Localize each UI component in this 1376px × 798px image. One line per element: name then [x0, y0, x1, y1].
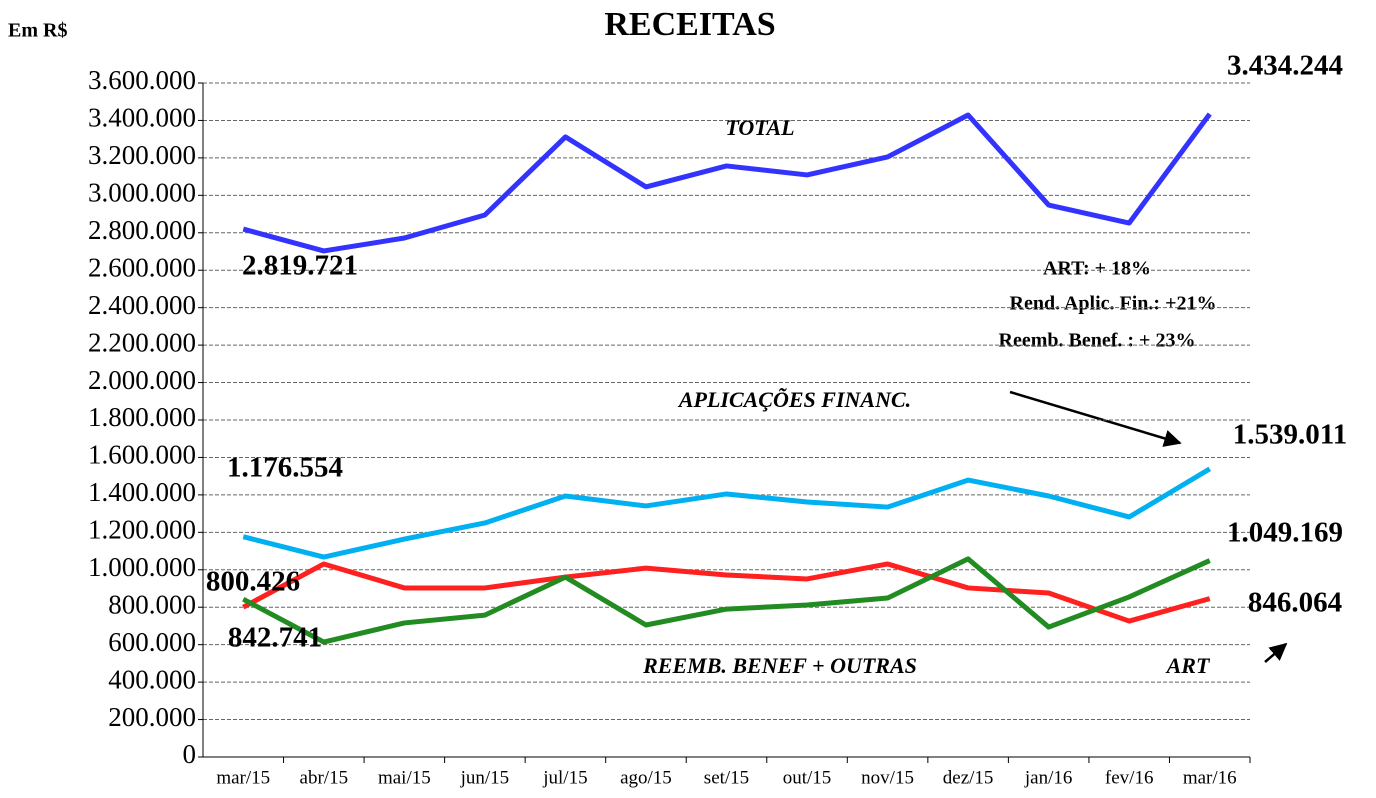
series-line [242, 556, 1211, 645]
y-tick-label: 3.000.000 [88, 178, 196, 208]
x-tick-label: out/15 [783, 767, 832, 788]
y-tick-label: 1.200.000 [88, 515, 196, 545]
annotation: Reemb. Benef. : + 23% [999, 330, 1196, 352]
x-tick-label: mar/16 [1183, 767, 1237, 788]
data-label: 1.049.169 [1227, 517, 1343, 549]
y-tick-label: 1.800.000 [88, 402, 196, 432]
y-tick-label: 200.000 [108, 702, 196, 732]
data-label: 842.741 [228, 622, 322, 654]
y-tick-label: 3.600.000 [88, 65, 196, 95]
y-tick-label: 2.000.000 [88, 365, 196, 395]
series-name: REEMB. BENEF + OUTRAS [642, 653, 917, 678]
data-label: 846.064 [1248, 587, 1342, 619]
data-label: 3.434.244 [1227, 50, 1343, 82]
x-tick-label: mai/15 [378, 767, 431, 788]
y-axis-label: Em R$ [8, 20, 67, 42]
chart-title: RECEITAS [604, 6, 775, 43]
data-label: 1.539.011 [1233, 419, 1347, 451]
x-tick-label: ago/15 [620, 767, 672, 788]
x-tick-label: set/15 [704, 767, 749, 788]
y-tick-label: 3.400.000 [88, 103, 196, 133]
x-tick-label: jun/15 [460, 767, 510, 788]
y-tick-label: 800.000 [108, 589, 196, 619]
data-label: 1.176.554 [227, 452, 343, 484]
arrow [1009, 390, 1182, 447]
series-name: APLICAÇÕES FINANC. [677, 387, 911, 412]
y-tick-label: 2.400.000 [88, 290, 196, 320]
annotation: Rend. Aplic. Fin.: +21% [1010, 293, 1217, 315]
x-tick-label: dez/15 [943, 767, 994, 788]
series-line [242, 561, 1211, 624]
y-tick-label: 3.200.000 [88, 140, 196, 170]
y-tick-label: 2.200.000 [88, 327, 196, 357]
x-tick-label: jan/16 [1024, 767, 1073, 788]
y-tick-label: 1.000.000 [88, 552, 196, 582]
series-name: ART [1165, 653, 1211, 678]
y-tick-label: 2.800.000 [88, 215, 196, 245]
x-tick-label: abr/15 [300, 767, 349, 788]
x-tick-label: fev/16 [1105, 767, 1154, 788]
y-tick-label: 0 [183, 739, 197, 769]
x-tick-label: nov/15 [861, 767, 914, 788]
series-line [242, 112, 1212, 254]
data-label: 2.819.721 [242, 250, 358, 282]
series-name: TOTAL [725, 115, 794, 140]
data-label: 800.426 [206, 566, 300, 598]
x-tick-label: mar/15 [216, 767, 270, 788]
y-tick-label: 2.600.000 [88, 252, 196, 282]
x-tick-label: jul/15 [542, 767, 587, 788]
series-line [242, 466, 1212, 560]
y-tick-label: 400.000 [108, 664, 196, 694]
y-tick-label: 600.000 [108, 627, 196, 657]
y-tick-label: 1.600.000 [88, 440, 196, 470]
arrow [1264, 642, 1288, 663]
annotation: ART: + 18% [1043, 258, 1151, 280]
y-tick-label: 1.400.000 [88, 477, 196, 507]
